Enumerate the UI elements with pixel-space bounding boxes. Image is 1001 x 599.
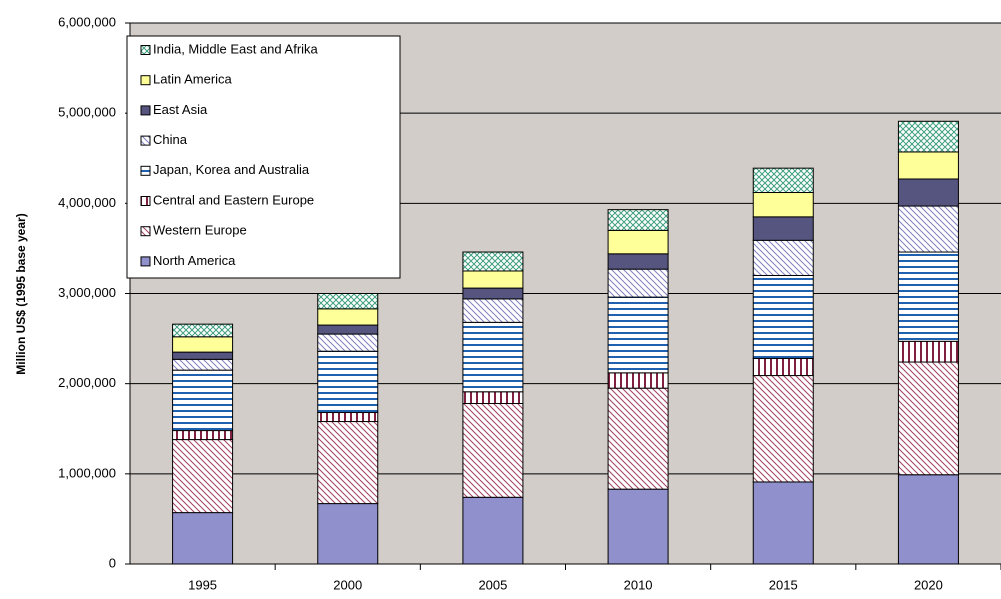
bar-segment <box>172 369 234 432</box>
x-tick-label: 2020 <box>914 577 943 592</box>
bar-segment <box>752 375 814 483</box>
legend-swatch <box>140 256 151 267</box>
y-tick-label: 1,000,000 <box>58 465 116 480</box>
bar-segment <box>607 268 669 298</box>
legend-swatch <box>140 165 151 176</box>
x-tick-label: 2005 <box>478 577 507 592</box>
x-tick-label: 1995 <box>188 577 217 592</box>
y-tick-label: 6,000,000 <box>58 14 116 29</box>
bar-segment <box>897 251 959 342</box>
legend-swatch <box>140 135 151 146</box>
legend-swatch <box>140 196 151 206</box>
bar-segment <box>317 324 379 335</box>
legend-label: China <box>153 132 188 147</box>
legend-label: Central and Eastern Europe <box>153 192 314 207</box>
bar-segment <box>897 361 959 476</box>
bar-segment <box>897 474 959 565</box>
y-tick-label: 3,000,000 <box>58 285 116 300</box>
bar-segment <box>607 209 669 231</box>
legend-box <box>126 35 401 279</box>
bar-segment <box>172 323 234 338</box>
y-tick-label: 0 <box>109 555 116 570</box>
legend: India, Middle East and Afrika Latin Ameri… <box>126 35 401 279</box>
y-tick-label: 4,000,000 <box>58 195 116 210</box>
bar-segment <box>607 488 669 565</box>
bar-segment <box>317 308 379 326</box>
bar-segment <box>607 387 669 490</box>
bar-segment <box>172 336 234 353</box>
bar-segment <box>462 270 524 289</box>
bar-segment <box>752 167 814 194</box>
y-tick-label: 5,000,000 <box>58 105 116 120</box>
bar-segment <box>752 239 814 276</box>
bar-segment <box>752 357 814 377</box>
bar-segment <box>462 496 524 565</box>
y-axis-label: Million US$ (1995 base year) <box>14 213 28 374</box>
bar-segment <box>462 298 524 323</box>
legend-label: Western Europe <box>153 223 247 238</box>
bar-segment <box>897 340 959 363</box>
bar-segment <box>752 192 814 218</box>
bar-segment <box>607 372 669 389</box>
bar-segment <box>172 351 234 360</box>
legend-label: Latin America <box>153 72 233 87</box>
legend-swatch <box>140 45 151 55</box>
bar-segment <box>462 391 524 405</box>
bar-segment <box>172 512 234 565</box>
x-tick-label: 2000 <box>333 577 362 592</box>
bar-segment <box>172 358 234 371</box>
x-tick-label: 2010 <box>624 577 653 592</box>
y-tick-label: 2,000,000 <box>58 375 116 390</box>
legend-swatch <box>140 226 151 237</box>
legend-label: East Asia <box>153 102 208 117</box>
bar-segment <box>317 503 379 565</box>
bar-segment <box>317 421 379 505</box>
bar-segment <box>317 412 379 423</box>
bar-segment <box>897 178 959 207</box>
bar-segment <box>462 251 524 272</box>
legend-swatch <box>140 75 151 86</box>
bar-segment <box>607 296 669 374</box>
bar-segment <box>752 274 814 359</box>
legend-label: Japan, Korea and Australia <box>153 162 310 177</box>
bar-segment <box>317 350 379 414</box>
bar-segment <box>607 229 669 255</box>
bar-segment <box>317 293 379 310</box>
legend-label: North America <box>153 253 236 268</box>
bar-segment <box>172 439 234 514</box>
bar-segment <box>607 253 669 270</box>
bar-segment <box>752 481 814 565</box>
bar-segment <box>897 151 959 180</box>
bar-segment <box>897 120 959 153</box>
bar-segment <box>897 205 959 253</box>
legend-swatch <box>140 105 151 116</box>
bar-segment <box>172 430 234 441</box>
bar-segment <box>462 287 524 300</box>
x-tick-label: 2015 <box>769 577 798 592</box>
bar-segment <box>317 333 379 352</box>
bar-segment <box>462 403 524 498</box>
legend-label: India, Middle East and Afrika <box>153 41 319 56</box>
bar-segment <box>462 321 524 393</box>
bar-segment <box>752 216 814 241</box>
